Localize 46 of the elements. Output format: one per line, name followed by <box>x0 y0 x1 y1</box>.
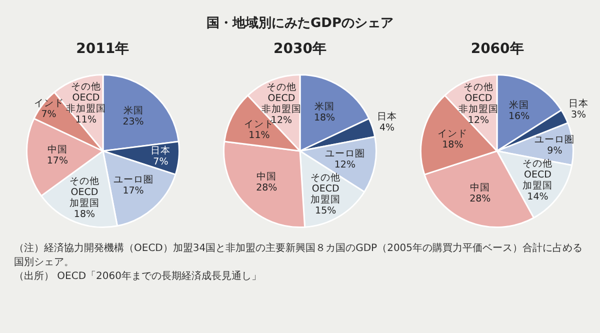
chart-title: 2030年 <box>272 40 328 59</box>
slice-label: 中国 <box>470 182 490 194</box>
slice-label: ユーロ圏 <box>324 148 365 160</box>
data-label: 14% <box>527 192 549 203</box>
data-label: 11% <box>248 130 270 142</box>
slice-label: 米国 <box>122 104 143 117</box>
data-label: 7% <box>152 156 168 168</box>
slice-label: ユーロ圏 <box>535 134 576 146</box>
slice-label: 米国 <box>509 98 530 111</box>
slice-label: 日本 <box>150 144 170 156</box>
slice-label: その他 OECD 非加盟国 <box>458 81 499 116</box>
slice-label: 日本 <box>377 110 398 123</box>
data-label: 28% <box>256 182 278 194</box>
slice-label: 米国 <box>314 100 334 112</box>
data-label: 18% <box>74 208 95 220</box>
data-label: 12% <box>468 115 490 126</box>
data-label: 11% <box>75 114 96 126</box>
data-label: 28% <box>470 194 492 205</box>
slice-label: その他 OECD 加盟国 <box>69 174 100 209</box>
slice-label: インド <box>438 128 468 140</box>
data-label: 7% <box>40 108 56 120</box>
data-label: 15% <box>315 205 336 216</box>
data-label: 3% <box>571 109 586 120</box>
slice-label: 中国 <box>47 143 68 156</box>
data-label: 18% <box>442 140 464 151</box>
text: （出所） OECD「2060年までの長期経済成長見通し」 <box>14 270 262 284</box>
chart-title: 2011年 <box>75 40 130 59</box>
text: （注）経済協力開発機構（OECD）加盟34国と非加盟の主要新興国８カ国のGDP（2005年の購買力平価ベース）合計に占める国別シェア。 <box>14 242 584 270</box>
slice-label: ユーロ圏 <box>112 174 153 186</box>
data-label: 16% <box>508 110 530 122</box>
slice-label: 中国 <box>256 170 277 182</box>
data-label: 9% <box>547 146 563 157</box>
data-label: 23% <box>122 116 144 128</box>
data-label: 4% <box>379 122 395 134</box>
data-label: 12% <box>270 115 292 126</box>
data-label: 12% <box>334 160 356 171</box>
slice-label: その他 OECD 非加盟国 <box>261 81 302 116</box>
slice-label: その他 OECD 加盟国 <box>523 158 554 192</box>
data-label: 17% <box>46 155 68 166</box>
data-label: 17% <box>122 185 144 196</box>
slice-label: 日本 <box>568 97 589 110</box>
slice-label: その他 OECD 加盟国 <box>310 171 341 206</box>
data-label: 18% <box>314 112 336 124</box>
text: 国・地域別にみたGDPのシェア <box>206 15 394 33</box>
slice-label: インド <box>33 98 64 109</box>
chart-title: 2060年 <box>470 40 525 59</box>
